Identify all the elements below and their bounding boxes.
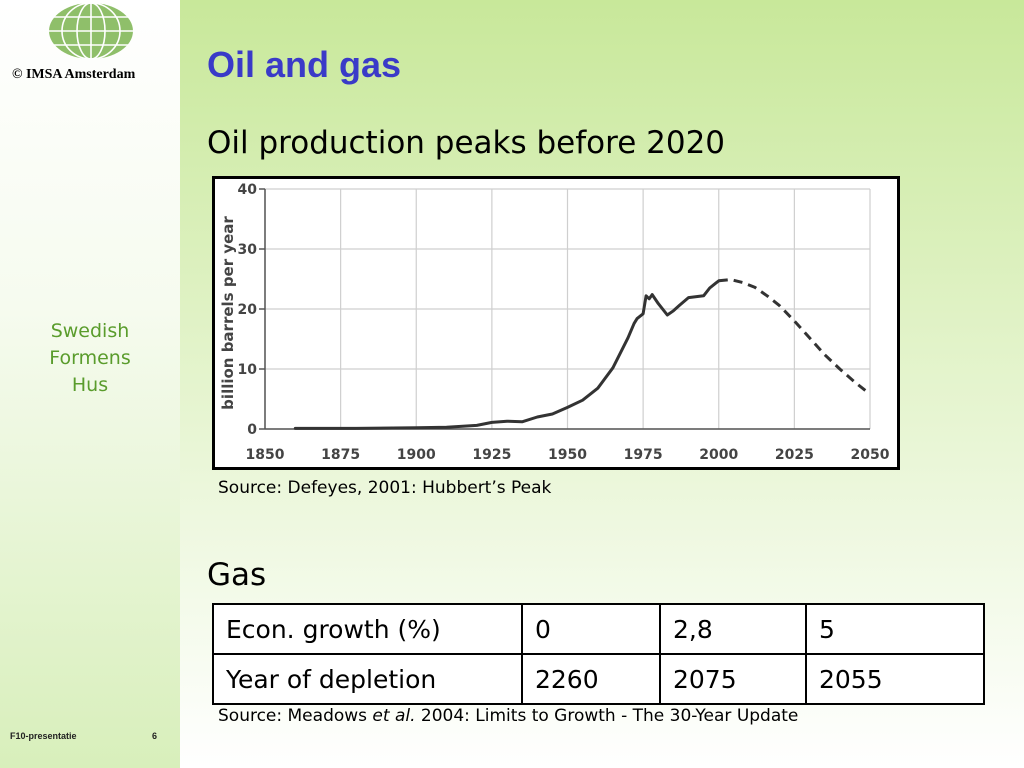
footer-page-number: 6 (152, 731, 158, 741)
table-row: Econ. growth (%) 0 2,8 5 (212, 603, 985, 655)
oil-production-chart: 1850 1875 1900 1925 1950 1975 2000 2025 2050 0 10 2… (212, 176, 900, 470)
page-title: Oil and gas (207, 44, 402, 85)
x-tick-label: 1925 (472, 447, 511, 463)
table-cell: 2,8 (659, 603, 807, 655)
table-cell: Year of depletion (212, 653, 523, 705)
gas-heading: Gas (207, 557, 267, 593)
x-tick-label: 2025 (775, 447, 814, 463)
sidebar: © IMSA Amsterdam Swedish Formens Hus F10… (0, 0, 180, 768)
side-label: Swedish Formens Hus (28, 318, 152, 399)
table-cell: 5 (805, 603, 985, 655)
x-tick-label: 1875 (321, 447, 360, 463)
y-tick-label: 0 (247, 422, 257, 438)
globe-icon (49, 2, 133, 60)
side-label-line: Swedish (50, 320, 130, 342)
x-tick-label: 1950 (548, 447, 587, 463)
forecast-line (718, 278, 871, 396)
x-tick-label: 2000 (699, 447, 738, 463)
table-row: Year of depletion 2260 2075 2055 (212, 653, 985, 705)
x-tick-label: 2050 (851, 447, 890, 463)
table-cell: Econ. growth (%) (212, 603, 523, 655)
y-tick-label: 30 (238, 242, 258, 258)
y-tick-label: 40 (238, 182, 258, 198)
table-cell: 0 (521, 603, 661, 655)
gas-source-note: Source: Meadows et al. 2004: Limits to G… (218, 706, 798, 726)
y-tick-label: 10 (238, 362, 258, 378)
gas-source-italic: et al. (372, 706, 416, 726)
gas-source-prefix: Source: Meadows (218, 706, 373, 726)
y-tick-label: 20 (238, 302, 258, 318)
y-axis-label: billion barrels per year (219, 216, 237, 410)
oil-heading: Oil production peaks before 2020 (207, 125, 726, 161)
logo-text: © IMSA Amsterdam (12, 67, 136, 82)
footer-presentation-name: F10-presentatie (10, 731, 77, 741)
side-label-line: Hus (71, 374, 109, 396)
gas-table: Econ. growth (%) 0 2,8 5 Year of depleti… (212, 603, 985, 705)
table-cell: 2055 (805, 653, 985, 705)
table-cell: 2260 (521, 653, 661, 705)
historical-line (293, 279, 721, 430)
table-cell: 2075 (659, 653, 807, 705)
side-label-line: Formens (49, 347, 131, 369)
chart-canvas: 1850 1875 1900 1925 1950 1975 2000 2025 2050 0 10 2… (219, 182, 890, 463)
gas-source-suffix: 2004: Limits to Growth - The 30-Year Upd… (415, 706, 799, 726)
x-tick-label: 1850 (246, 447, 285, 463)
oil-source-note: Source: Defeyes, 2001: Hubbert’s Peak (218, 478, 552, 498)
x-tick-label: 1900 (397, 447, 436, 463)
x-tick-label: 1975 (624, 447, 663, 463)
